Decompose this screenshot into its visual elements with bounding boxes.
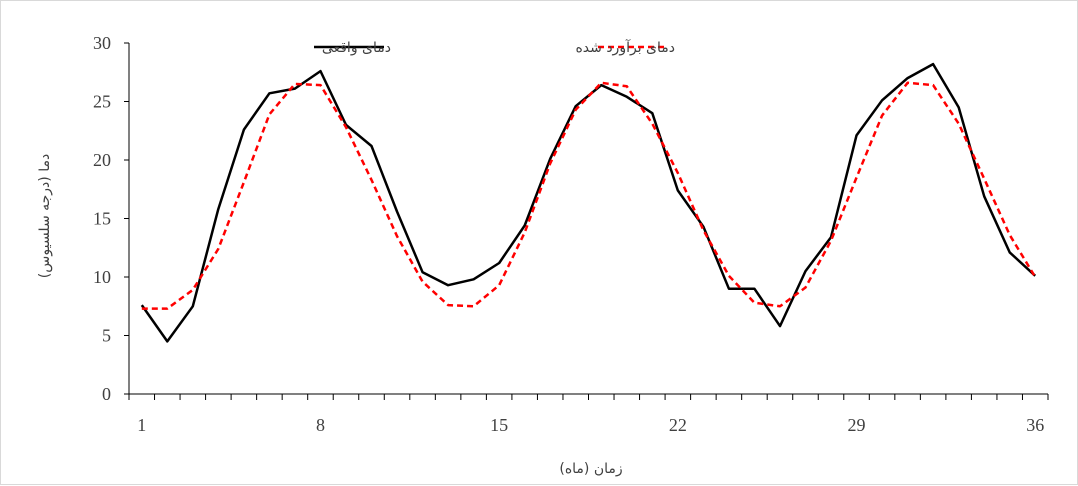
y-tick-label: 10 — [93, 267, 111, 287]
x-tick-label: 8 — [316, 415, 325, 435]
x-axis-title: زمان (ماه) — [559, 461, 622, 477]
y-axis-title: دما (درجه سلسیوس) — [37, 154, 53, 278]
y-tick-label: 0 — [102, 384, 111, 404]
legend-label-actual: دمای واقعی — [322, 40, 391, 56]
x-tick-label: 29 — [848, 415, 866, 435]
legend-label-estimated: دمای برآورد شده — [575, 39, 675, 56]
y-tick-label: 25 — [93, 92, 111, 112]
legend: دمای واقعی دمای برآورد شده — [314, 39, 675, 56]
y-tick-label: 20 — [93, 150, 111, 170]
x-tick-label: 36 — [1026, 415, 1044, 435]
plot-area: 0 5 10 15 20 25 30 1 8 15 22 29 36 — [93, 33, 1049, 435]
x-tick-label: 1 — [137, 415, 146, 435]
x-tick-label: 15 — [490, 415, 508, 435]
series-line-estimated — [141, 81, 1037, 310]
y-tick-label: 30 — [93, 33, 111, 53]
y-tick-label: 15 — [93, 209, 111, 229]
y-tick-label: 5 — [102, 326, 111, 346]
x-tick-label: 22 — [669, 415, 687, 435]
